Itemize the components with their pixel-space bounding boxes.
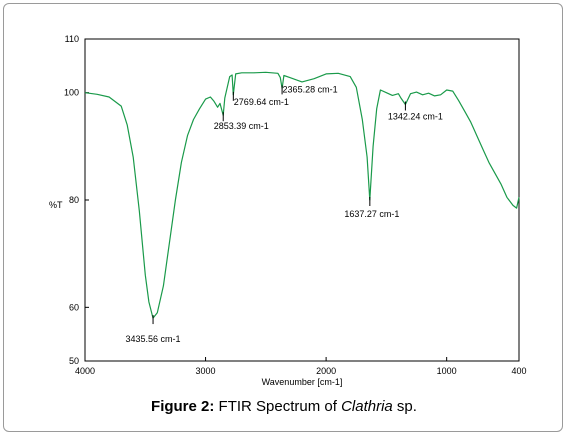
plot-area <box>84 38 520 362</box>
x-axis-label: Wavenumber [cm-1] <box>262 377 343 387</box>
x-tick-label: 2000 <box>316 366 336 376</box>
caption-prefix: Figure 2: <box>151 398 215 415</box>
x-tick-label: 3000 <box>196 366 216 376</box>
y-axis-label: %T <box>49 200 63 210</box>
x-tick-label: 400 <box>511 366 526 376</box>
caption-suffix: sp. <box>392 398 417 415</box>
y-tick-label: 80 <box>69 195 79 205</box>
peak-label: 1342.24 cm-1 <box>388 111 443 121</box>
y-tick-label: 60 <box>69 302 79 312</box>
spectrum-line <box>84 71 520 319</box>
y-tick-label: 100 <box>64 88 79 98</box>
peak-label: 3435.56 cm-1 <box>126 334 181 344</box>
x-tick-label: 4000 <box>75 366 95 376</box>
y-tick-label: 50 <box>69 356 79 366</box>
peak-label: 2769.64 cm-1 <box>234 97 289 107</box>
peak-label: 2853.39 cm-1 <box>214 121 269 131</box>
caption-text: FTIR Spectrum of <box>214 398 342 415</box>
figure-caption: Figure 2: FTIR Spectrum of Clathria sp. <box>0 398 568 415</box>
x-tick-label: 1000 <box>437 366 457 376</box>
peak-label: 2365.28 cm-1 <box>283 84 338 94</box>
caption-italic: Clathria <box>341 398 393 415</box>
y-tick-label: 110 <box>65 34 79 44</box>
peak-label: 1637.27 cm-1 <box>344 209 399 219</box>
